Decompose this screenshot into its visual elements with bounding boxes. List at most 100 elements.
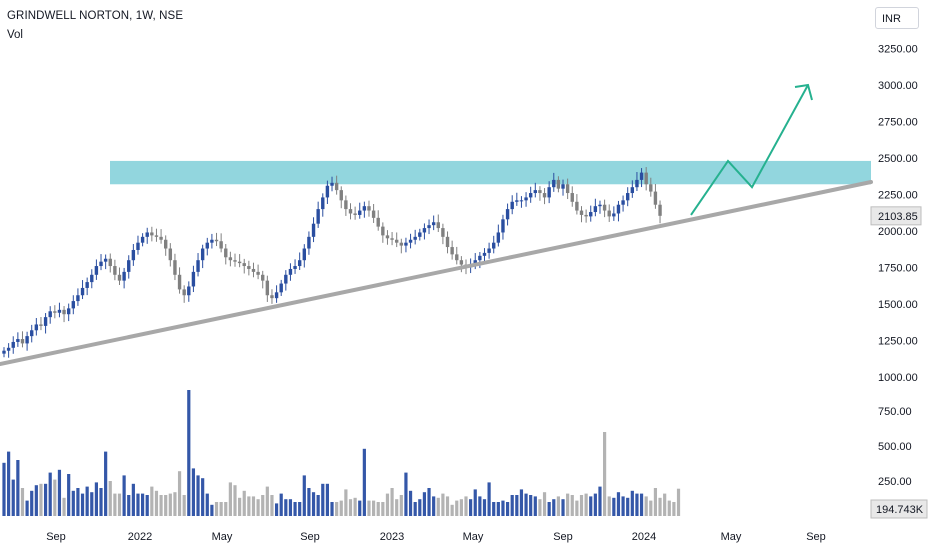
- volume-bar: [639, 493, 644, 516]
- volume-bar: [436, 497, 440, 516]
- candle-body: [34, 324, 39, 331]
- volume-bar: [533, 496, 537, 516]
- candle-body: [482, 252, 487, 256]
- candle-body: [11, 341, 15, 348]
- volume-bar: [584, 493, 588, 516]
- candle-body: [602, 204, 607, 211]
- volume-bar: [519, 489, 524, 516]
- price-tick-label: 2250.00: [878, 190, 918, 202]
- candle-body: [224, 248, 228, 258]
- volume-bar: [210, 504, 214, 516]
- candle-body: [658, 204, 662, 216]
- volume-bar: [676, 488, 681, 516]
- time-tick-label: Sep: [46, 531, 66, 543]
- resistance-zone-box: [110, 160, 871, 185]
- volume-bar: [672, 502, 676, 516]
- candle-body: [90, 274, 94, 283]
- volume-bar: [228, 482, 232, 516]
- volume-bar: [233, 485, 237, 516]
- volume-bar: [616, 492, 621, 516]
- candle-body: [621, 200, 625, 205]
- volume-bar: [427, 488, 431, 516]
- volume-bar: [390, 488, 394, 516]
- volume-bar: [593, 493, 597, 516]
- candle-body: [237, 261, 242, 264]
- candle-body: [505, 209, 510, 220]
- candle-body: [653, 191, 658, 205]
- time-tick-label: May: [721, 531, 742, 543]
- candle-body: [187, 286, 191, 296]
- candle-body: [145, 232, 149, 237]
- candle-body: [200, 248, 205, 261]
- last-volume-label: 194.743K: [876, 504, 924, 516]
- candle-body: [325, 185, 330, 198]
- volume-bar: [136, 493, 140, 516]
- candle-body: [334, 182, 339, 191]
- candle-body: [390, 238, 394, 240]
- volume-bar: [316, 495, 320, 516]
- candle-body: [339, 190, 343, 201]
- volume-bar: [127, 495, 131, 516]
- volume-bar: [76, 488, 80, 516]
- volume-bar: [501, 500, 505, 516]
- candle-body: [565, 184, 570, 194]
- volume-bar: [626, 497, 630, 516]
- candle-body: [274, 292, 279, 299]
- volume-bar: [224, 502, 228, 516]
- time-tick-label: Sep: [806, 531, 826, 543]
- volume-bar: [182, 495, 186, 516]
- candle-body: [593, 206, 598, 213]
- volume-bar: [30, 490, 34, 516]
- projection-arrowhead: [794, 83, 813, 101]
- volume-bar: [113, 493, 117, 516]
- volume-bar: [251, 496, 256, 516]
- volume-tick-label: 750.00: [878, 406, 912, 418]
- volume-bar: [7, 451, 11, 516]
- volume-bar: [408, 490, 413, 516]
- candle-body: [445, 236, 450, 248]
- volume-bar: [348, 499, 353, 516]
- volume-bar: [372, 500, 376, 516]
- candle-body: [2, 350, 6, 354]
- time-tick-label: May: [212, 531, 233, 543]
- candle-body: [20, 339, 25, 344]
- volume-bar: [441, 493, 445, 516]
- candle-body: [214, 239, 219, 242]
- volume-bar: [43, 483, 48, 516]
- price-tick-label: 2750.00: [878, 117, 918, 129]
- volume-label: Vol: [7, 29, 23, 41]
- candle-body: [251, 268, 256, 272]
- volume-bar: [450, 504, 454, 516]
- volume-bar: [261, 495, 265, 516]
- candle-body: [66, 308, 71, 315]
- projection-path: [690, 84, 809, 216]
- candle-body: [450, 247, 454, 255]
- candle-body: [408, 239, 413, 243]
- candle-body: [528, 193, 533, 198]
- volume-bar: [53, 479, 57, 516]
- candle-body: [261, 274, 265, 281]
- candle-body: [496, 232, 501, 243]
- candle-body: [376, 217, 380, 227]
- candle-body: [455, 254, 459, 261]
- candle-body: [108, 258, 112, 267]
- volume-bar: [145, 495, 149, 516]
- volume-bar: [288, 499, 293, 516]
- currency-selector[interactable]: INR: [875, 7, 919, 29]
- volume-bar: [344, 489, 348, 516]
- volume-bar: [579, 495, 584, 516]
- volume-bar: [71, 490, 75, 516]
- volume-bar: [11, 479, 15, 516]
- volume-bar: [196, 475, 200, 516]
- candle-body: [131, 249, 136, 261]
- candles: [2, 167, 662, 358]
- candle-body: [43, 317, 48, 326]
- volume-bar: [311, 492, 316, 516]
- candle-body: [344, 200, 348, 210]
- candle-body: [519, 200, 524, 202]
- volume-bar: [191, 468, 196, 516]
- volume-bar: [25, 500, 29, 516]
- volume-bar: [117, 493, 122, 516]
- volume-bar: [529, 495, 533, 516]
